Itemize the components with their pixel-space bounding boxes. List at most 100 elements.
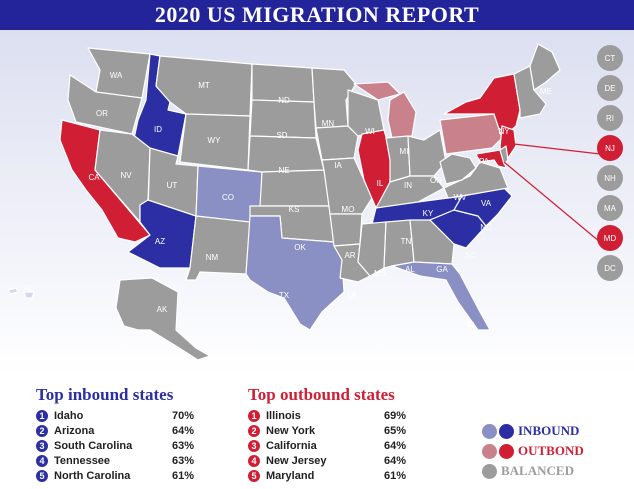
- nj-connector: [513, 143, 601, 155]
- state-nm: [185, 215, 251, 281]
- legend-outbound: OUTBOND: [482, 441, 584, 461]
- label-mi: MI: [400, 147, 409, 156]
- small-state-ct: [597, 45, 623, 71]
- outbound-rank-badge: 4: [248, 454, 260, 467]
- label-az: AZ: [155, 237, 165, 246]
- state-in: [385, 135, 411, 183]
- label-nm: NM: [206, 253, 219, 262]
- label-sc: SC: [464, 251, 475, 260]
- small-state-nj: [597, 135, 623, 161]
- inbound-title: Top inbound states: [36, 385, 174, 404]
- label-hi: HI: [24, 285, 32, 294]
- label-ut: UT: [167, 181, 178, 190]
- small-state-label-ri: RI: [606, 114, 614, 123]
- legend: INBOUND OUTBOND BALANCED: [482, 421, 584, 481]
- small-state-label-ct: CT: [605, 54, 616, 63]
- label-in: IN: [404, 181, 412, 190]
- inbound-rank-badge: 2: [36, 424, 48, 437]
- label-ne: NE: [278, 166, 289, 175]
- outbound-rank-badge: 1: [248, 409, 260, 422]
- label-oh: OH: [430, 176, 442, 185]
- label-ak: AK: [157, 305, 168, 314]
- label-al: AL: [405, 265, 415, 274]
- label-wy: WY: [208, 136, 222, 145]
- small-state-md: [597, 225, 623, 251]
- inbound-row: 1 Idaho 70%: [36, 408, 194, 423]
- label-fl: FL: [467, 321, 477, 330]
- outbound-percent: 64%: [384, 439, 407, 452]
- legend-balanced-label: BALANCED: [501, 463, 574, 478]
- inbound-state-name: Idaho: [54, 409, 84, 422]
- inbound-rank-badge: 1: [36, 409, 48, 422]
- inbound-percent: 70%: [172, 409, 195, 422]
- state-ia: [315, 125, 359, 161]
- small-state-label-md: MD: [604, 234, 617, 243]
- inbound-row: 2 Arizona 64%: [36, 423, 194, 438]
- small-state-label-dc: DC: [604, 264, 616, 273]
- outbound-percent: 65%: [384, 424, 407, 437]
- outbound-rank-badge: 2: [248, 424, 260, 437]
- label-il: IL: [377, 179, 384, 188]
- state-ak: [115, 277, 211, 361]
- map-area: WA OR CA ID NV MT WY UT AZ CO NM ND SD N…: [0, 30, 634, 375]
- label-mt: MT: [198, 81, 210, 90]
- label-ny: NY: [498, 127, 510, 136]
- label-la: LA: [347, 291, 357, 300]
- outbound-title: Top outbound states: [248, 385, 395, 404]
- inbound-state-name: South Carolina: [54, 439, 133, 452]
- inbound-row: 3 South Carolina 63%: [36, 438, 194, 453]
- small-state-ma: [597, 195, 623, 221]
- label-or: OR: [96, 109, 108, 118]
- inbound-row: 5 North Carolina 61%: [36, 468, 194, 483]
- inbound-percent: 63%: [172, 439, 195, 452]
- state-ga: [409, 219, 455, 265]
- small-state-nh: [597, 165, 623, 191]
- outbound-percent: 64%: [384, 454, 407, 467]
- page-title: 2020 US MIGRATION REPORT: [154, 2, 480, 27]
- label-id: ID: [154, 125, 162, 134]
- state-pa: [439, 113, 503, 155]
- label-tn: TN: [401, 237, 412, 246]
- label-va: VA: [481, 199, 492, 208]
- outbound-row: 1 Illinois 69%: [248, 408, 406, 423]
- legend-balanced: BALANCED: [482, 461, 584, 481]
- label-nc: NC: [480, 223, 492, 232]
- label-pa: PA: [479, 157, 490, 166]
- state-tx: [245, 215, 345, 331]
- small-states-column: CT DE RI NJ NH MA MD DC: [597, 45, 623, 281]
- small-state-dc: [597, 255, 623, 281]
- small-state-label-ma: MA: [604, 204, 617, 213]
- outbound-state-name: California: [266, 439, 317, 452]
- inbound-row: 4 Tennessee 63%: [36, 453, 194, 468]
- label-mn: MN: [322, 119, 335, 128]
- label-me: ME: [540, 87, 552, 96]
- label-ar: AR: [344, 251, 355, 260]
- small-state-label-nj: NJ: [605, 144, 615, 153]
- outbound-rank-badge: 3: [248, 439, 260, 452]
- label-wv: WV: [454, 193, 468, 202]
- small-state-label-nh: NH: [604, 174, 616, 183]
- outbound-light-swatch: [482, 443, 497, 459]
- state-mo: [321, 157, 373, 215]
- state-va: [443, 161, 509, 199]
- outbound-list: Top outbound states 1 Illinois 69% 2 New Yor…: [248, 385, 406, 483]
- us-map: WA OR CA ID NV MT WY UT AZ CO NM ND SD N…: [7, 43, 623, 361]
- label-nd: ND: [278, 96, 290, 105]
- small-state-ri: [597, 105, 623, 131]
- state-ar: [329, 213, 363, 247]
- label-wa: WA: [110, 71, 123, 80]
- inbound-percent: 63%: [172, 454, 195, 467]
- state-mi: [353, 81, 417, 139]
- label-ok: OK: [294, 243, 306, 252]
- legend-outbound-label: OUTBOND: [518, 443, 584, 458]
- state-fl: [391, 261, 491, 331]
- outbound-row: 3 California 64%: [248, 438, 406, 453]
- label-ks: KS: [289, 205, 300, 214]
- balanced-swatch: [482, 463, 497, 479]
- outbound-state-name: Maryland: [266, 469, 315, 482]
- outbound-swatch: [499, 443, 514, 459]
- label-co: CO: [222, 193, 234, 202]
- outbound-row: 4 New Jersey 64%: [248, 453, 406, 468]
- small-state-de: [597, 75, 623, 101]
- small-state-label-de: DE: [604, 84, 615, 93]
